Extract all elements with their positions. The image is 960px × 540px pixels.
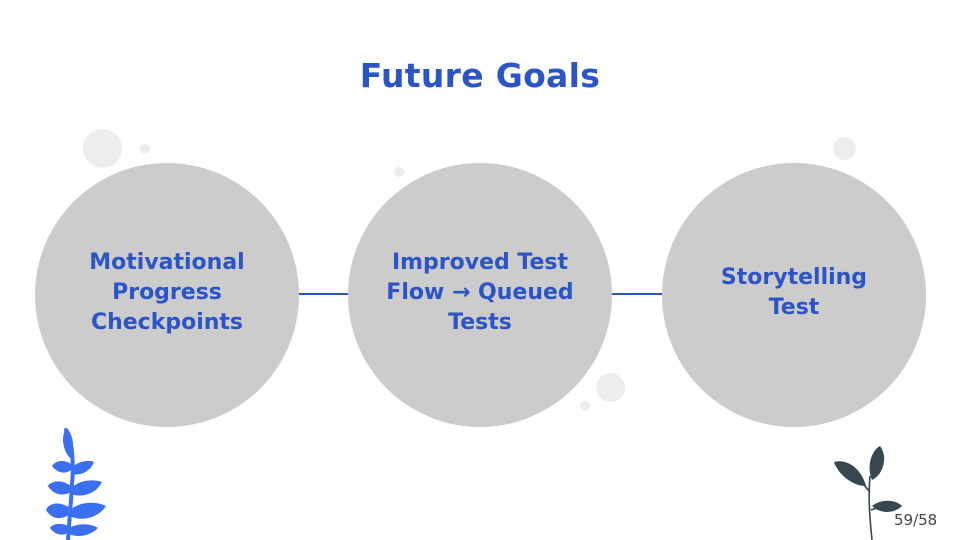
slide-title: Future Goals bbox=[359, 56, 601, 95]
page-number: 59/58 bbox=[894, 511, 938, 529]
goal-circle-storytelling-test: Storytelling Test bbox=[662, 163, 926, 427]
goal-label: Motivational Progress Checkpoints bbox=[89, 250, 245, 335]
goal-label: Storytelling Test bbox=[720, 265, 868, 320]
decor-dot bbox=[83, 129, 122, 168]
goal-label: Improved Test Flow → Queued Tests bbox=[386, 250, 574, 335]
connector-line bbox=[298, 293, 350, 295]
goal-circle-improved-test-flow: Improved Test Flow → Queued Tests bbox=[348, 163, 612, 427]
decor-dot bbox=[394, 167, 404, 177]
decor-dot bbox=[580, 401, 590, 411]
blue-fern-icon bbox=[46, 428, 106, 540]
goal-circle-motivational-checkpoints: Motivational Progress Checkpoints bbox=[35, 163, 299, 427]
dark-plant-icon bbox=[834, 446, 902, 540]
connector-line bbox=[611, 293, 663, 295]
decor-dot bbox=[596, 373, 625, 402]
decor-dot bbox=[140, 144, 150, 154]
decor-dot bbox=[833, 137, 856, 160]
